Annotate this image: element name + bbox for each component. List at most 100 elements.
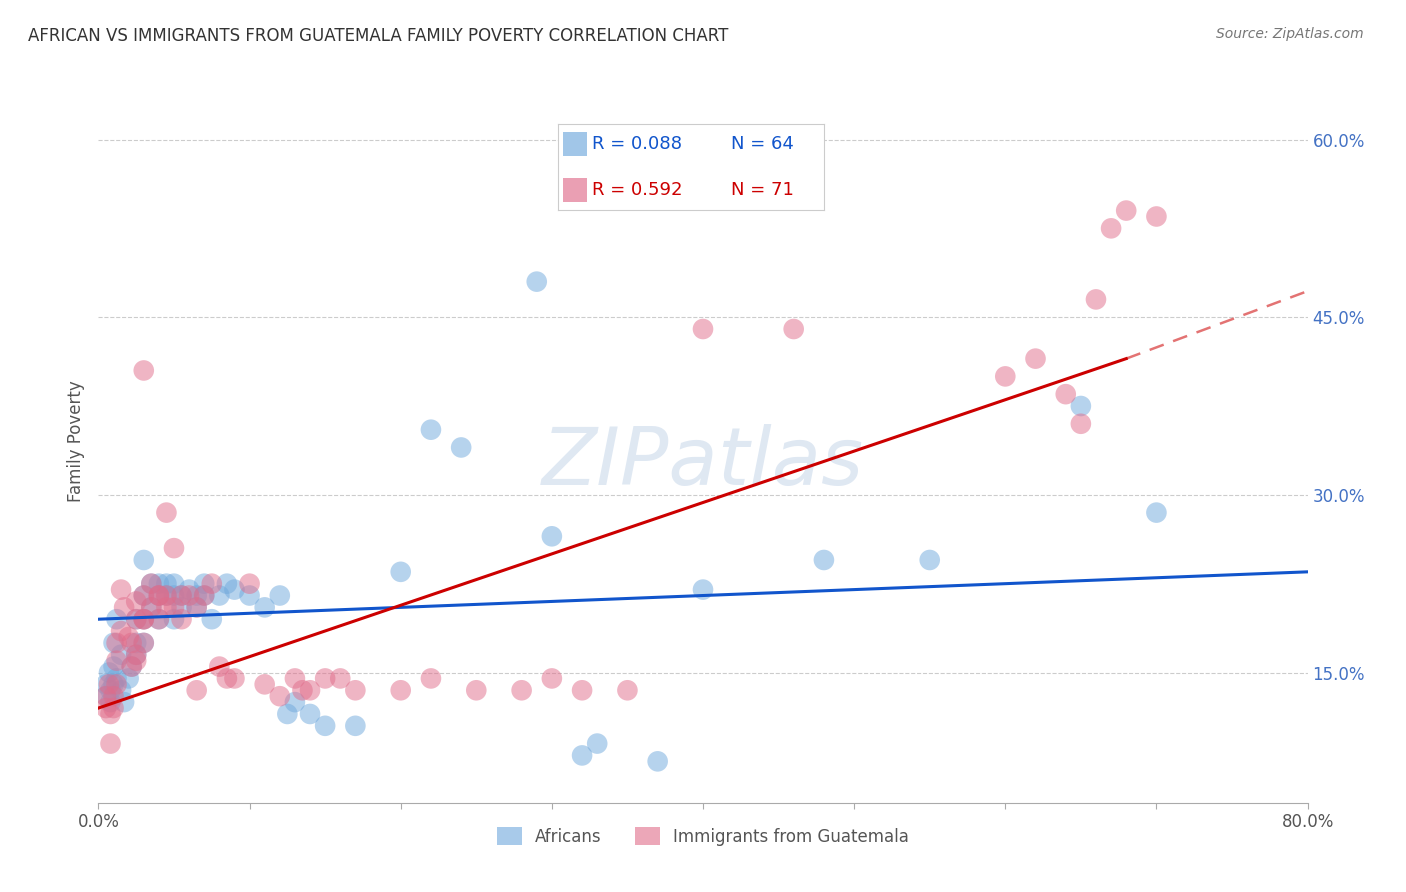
Point <box>105 677 128 691</box>
Point <box>239 589 262 603</box>
Point <box>155 600 177 615</box>
Point <box>215 672 238 686</box>
Point <box>1085 293 1108 307</box>
Point <box>105 654 128 668</box>
Point <box>253 600 276 615</box>
Point <box>105 636 128 650</box>
Point <box>276 706 298 721</box>
Point <box>125 612 148 626</box>
Point <box>98 665 121 680</box>
Point <box>121 659 143 673</box>
Point <box>239 576 262 591</box>
Point <box>647 755 669 769</box>
Point <box>299 683 322 698</box>
Point <box>125 636 148 650</box>
Point <box>186 600 208 615</box>
Point <box>132 612 155 626</box>
Point <box>186 683 208 698</box>
Point <box>100 737 122 751</box>
Point <box>105 612 128 626</box>
Point <box>148 589 170 603</box>
Point <box>148 589 170 603</box>
Y-axis label: Family Poverty: Family Poverty <box>66 381 84 502</box>
Point <box>148 612 170 626</box>
Point <box>526 275 548 289</box>
Point <box>314 719 336 733</box>
Point <box>125 594 148 608</box>
Point <box>344 683 367 698</box>
Point <box>269 589 291 603</box>
Point <box>284 672 307 686</box>
Point <box>1070 399 1092 413</box>
Point <box>163 576 186 591</box>
Point <box>132 612 155 626</box>
Point <box>155 589 177 603</box>
Point <box>186 589 208 603</box>
Point <box>100 706 122 721</box>
Point <box>201 612 224 626</box>
Point <box>163 589 186 603</box>
Point <box>125 654 148 668</box>
Point <box>284 695 307 709</box>
Point <box>269 689 291 703</box>
Point <box>1144 210 1167 224</box>
Point <box>420 672 443 686</box>
Point <box>540 672 562 686</box>
Point <box>148 589 170 603</box>
Text: ZIPatlas: ZIPatlas <box>541 425 865 502</box>
Point <box>94 689 117 703</box>
Point <box>186 600 208 615</box>
Point <box>110 582 132 597</box>
Point <box>118 672 141 686</box>
Point <box>125 648 148 662</box>
Point <box>141 600 163 615</box>
Point <box>148 576 170 591</box>
Point <box>112 600 135 615</box>
Point <box>94 689 117 703</box>
Point <box>193 576 215 591</box>
Point <box>1099 221 1122 235</box>
Point <box>224 582 246 597</box>
Point <box>450 441 472 455</box>
Text: AFRICAN VS IMMIGRANTS FROM GUATEMALA FAMILY POVERTY CORRELATION CHART: AFRICAN VS IMMIGRANTS FROM GUATEMALA FAM… <box>28 27 728 45</box>
Point <box>100 695 122 709</box>
Point <box>163 541 186 556</box>
Point <box>155 589 177 603</box>
Point <box>291 683 314 698</box>
Point <box>692 322 714 336</box>
Point <box>132 612 155 626</box>
Point <box>420 423 443 437</box>
Legend: Africans, Immigrants from Guatemala: Africans, Immigrants from Guatemala <box>491 821 915 852</box>
Point <box>179 589 201 603</box>
Point <box>118 630 141 644</box>
Point <box>170 612 193 626</box>
Point <box>329 672 352 686</box>
Point <box>103 659 125 673</box>
Point <box>994 369 1017 384</box>
Point <box>201 576 224 591</box>
Point <box>110 683 132 698</box>
Point <box>103 689 125 703</box>
Point <box>163 612 186 626</box>
Point <box>540 529 562 543</box>
Point <box>692 582 714 597</box>
Point <box>155 576 177 591</box>
Point <box>783 322 806 336</box>
Point <box>132 363 155 377</box>
Point <box>253 677 276 691</box>
Point <box>94 677 117 691</box>
Point <box>94 701 117 715</box>
Text: Source: ZipAtlas.com: Source: ZipAtlas.com <box>1216 27 1364 41</box>
Point <box>170 600 193 615</box>
Point <box>103 701 125 715</box>
Point <box>193 589 215 603</box>
Point <box>571 748 593 763</box>
Point <box>110 624 132 638</box>
Point <box>110 648 132 662</box>
Point <box>208 659 231 673</box>
Point <box>224 672 246 686</box>
Point <box>132 589 155 603</box>
Point <box>98 677 121 691</box>
Point <box>1024 351 1046 366</box>
Point <box>105 672 128 686</box>
